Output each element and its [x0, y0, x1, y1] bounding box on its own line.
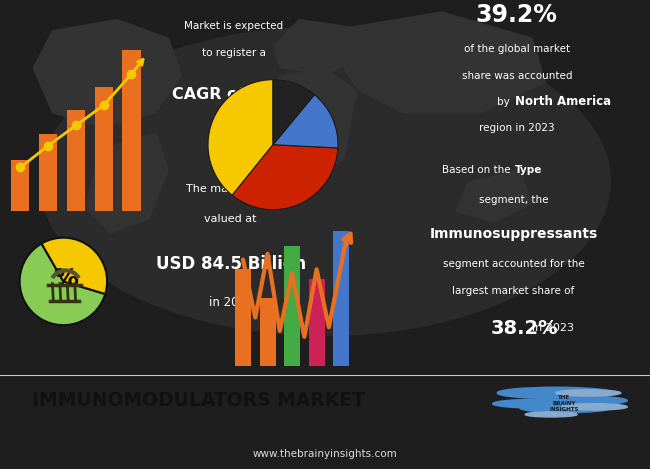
- Text: North America: North America: [515, 95, 612, 108]
- Text: region in 2023: region in 2023: [479, 123, 554, 133]
- Text: www.thebrainyinsights.com: www.thebrainyinsights.com: [253, 449, 397, 459]
- Wedge shape: [273, 80, 315, 145]
- Bar: [95, 86, 112, 211]
- Text: largest market share of: largest market share of: [452, 286, 575, 296]
- Circle shape: [512, 391, 577, 397]
- Bar: [11, 160, 29, 211]
- Wedge shape: [42, 238, 107, 294]
- Text: segment accounted for the: segment accounted for the: [443, 259, 584, 269]
- Text: 39.2%: 39.2%: [476, 3, 558, 27]
- Text: Type: Type: [515, 165, 542, 175]
- Polygon shape: [455, 170, 533, 223]
- Polygon shape: [32, 19, 182, 129]
- Text: in 2023: in 2023: [532, 324, 574, 333]
- Text: USD 84.5 Billion: USD 84.5 Billion: [156, 255, 306, 273]
- Wedge shape: [273, 95, 338, 148]
- Ellipse shape: [39, 26, 611, 336]
- Text: share was accounted: share was accounted: [462, 70, 572, 81]
- Bar: [259, 298, 276, 366]
- Text: Immunosuppressants: Immunosuppressants: [430, 227, 597, 241]
- Text: by: by: [497, 97, 514, 107]
- Circle shape: [520, 404, 611, 413]
- Bar: [284, 246, 300, 366]
- Wedge shape: [20, 243, 105, 325]
- Wedge shape: [232, 145, 338, 210]
- Text: 38.2%: 38.2%: [491, 319, 558, 338]
- Bar: [39, 134, 57, 211]
- Polygon shape: [84, 132, 169, 234]
- Ellipse shape: [209, 141, 337, 164]
- Bar: [333, 231, 349, 366]
- Text: to register a: to register a: [202, 48, 266, 58]
- Text: The market was: The market was: [186, 184, 276, 194]
- Circle shape: [493, 399, 584, 408]
- Bar: [309, 279, 324, 366]
- Polygon shape: [260, 68, 358, 189]
- Circle shape: [562, 404, 627, 410]
- Bar: [122, 50, 140, 211]
- Text: of the global market: of the global market: [463, 44, 570, 54]
- Text: Market is expected: Market is expected: [185, 22, 283, 31]
- Circle shape: [536, 396, 627, 405]
- Wedge shape: [208, 80, 273, 195]
- Bar: [235, 269, 251, 366]
- Text: CAGR of 6.3%: CAGR of 6.3%: [172, 87, 296, 102]
- Text: in 2023: in 2023: [209, 295, 253, 309]
- Text: valued at: valued at: [205, 214, 257, 224]
- Polygon shape: [338, 11, 546, 113]
- Text: IMMUNOMODULATORS MARKET: IMMUNOMODULATORS MARKET: [32, 391, 365, 410]
- Text: segment, the: segment, the: [479, 195, 548, 205]
- Bar: [67, 110, 85, 211]
- Circle shape: [525, 412, 577, 417]
- Circle shape: [556, 390, 621, 396]
- Text: Based on the: Based on the: [441, 165, 514, 175]
- Circle shape: [497, 387, 614, 399]
- Text: %: %: [53, 267, 78, 291]
- Polygon shape: [273, 19, 358, 76]
- Text: THE
BRAINY
INSIGHTS: THE BRAINY INSIGHTS: [549, 395, 579, 412]
